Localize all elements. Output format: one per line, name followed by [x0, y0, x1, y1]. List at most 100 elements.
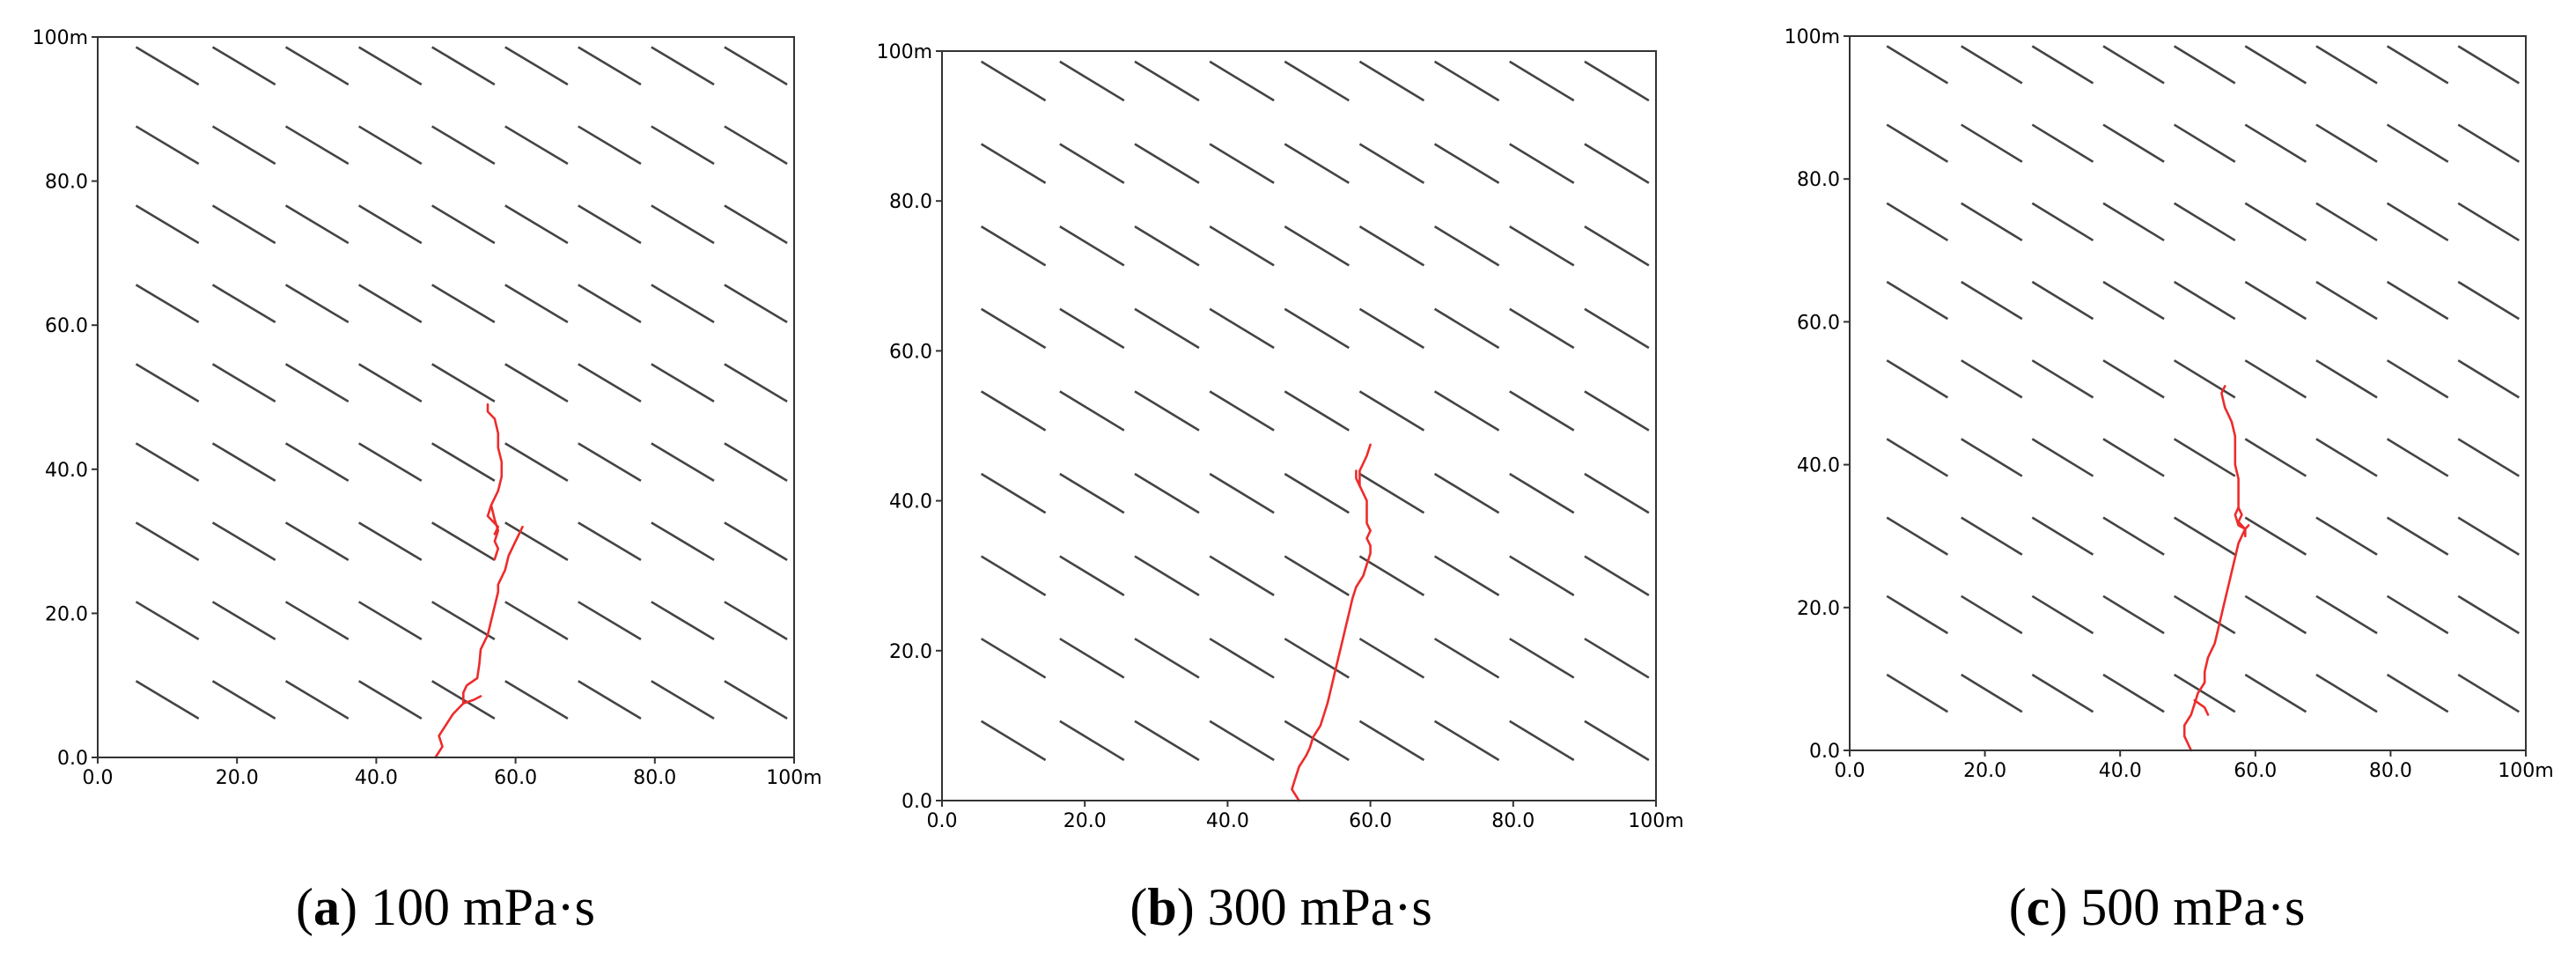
natural-fracture-c-4-8	[2457, 359, 2520, 399]
natural-fracture-a-2-6	[578, 204, 642, 245]
natural-fracture-a-4-1	[211, 363, 276, 403]
natural-fracture-c-1-3	[2102, 123, 2165, 163]
natural-fracture-b-8-8	[1584, 720, 1650, 762]
natural-fracture-c-0-1	[1961, 45, 2023, 85]
caption-a: (a) 100 mPa·s	[296, 878, 595, 936]
natural-fractures-c	[1886, 45, 2520, 713]
natural-fracture-a-1-4	[431, 125, 496, 166]
natural-fracture-b-3-2	[1134, 307, 1200, 350]
natural-fracture-a-6-1	[211, 521, 276, 561]
natural-fracture-c-2-3	[2102, 202, 2165, 242]
natural-fracture-a-4-8	[724, 363, 788, 403]
natural-fracture-b-0-7	[1509, 60, 1575, 102]
natural-fracture-c-8-7	[2386, 673, 2449, 713]
natural-fracture-b-8-2	[1134, 720, 1200, 762]
natural-fracture-c-1-1	[1961, 123, 2023, 163]
natural-fracture-b-2-4	[1284, 225, 1350, 267]
natural-fracture-a-6-2	[284, 521, 350, 561]
natural-fracture-c-7-2	[2031, 594, 2094, 635]
natural-fracture-b-6-4	[1284, 555, 1350, 596]
natural-fracture-c-6-6	[2315, 516, 2378, 556]
natural-fracture-c-4-5	[2244, 359, 2307, 399]
fracture-path-b	[1291, 443, 1372, 802]
natural-fracture-b-3-7	[1509, 307, 1575, 350]
natural-fracture-c-3-4	[2173, 280, 2236, 321]
natural-fracture-c-1-5	[2244, 123, 2307, 163]
hydraulic-fracture-a-0	[434, 525, 524, 759]
natural-fracture-a-3-4	[431, 284, 496, 324]
natural-fracture-c-2-7	[2386, 202, 2449, 242]
x-tick-label-a-5: 100m	[766, 767, 821, 789]
natural-fracture-c-2-0	[1886, 202, 1949, 242]
natural-fracture-a-8-8	[724, 680, 788, 720]
natural-fracture-a-7-8	[724, 601, 788, 640]
x-tick-label-c-5: 100m	[2498, 760, 2553, 782]
y-tick-label-b-1: 20.0	[889, 641, 932, 663]
natural-fracture-b-7-5	[1358, 638, 1425, 679]
x-ticks-c: 0.0 20.0 40.0 60.0 80.0 100m	[1835, 750, 2554, 782]
natural-fracture-b-6-0	[980, 555, 1047, 596]
natural-fracture-c-2-5	[2244, 202, 2307, 242]
natural-fracture-a-7-2	[284, 601, 350, 640]
natural-fracture-b-2-1	[1059, 225, 1125, 267]
natural-fracture-c-3-0	[1886, 280, 1949, 321]
natural-fracture-c-3-7	[2386, 280, 2449, 321]
natural-fracture-b-5-0	[980, 472, 1047, 514]
natural-fracture-a-7-7	[651, 601, 715, 640]
natural-fracture-b-2-7	[1509, 225, 1575, 267]
natural-fracture-a-1-3	[357, 125, 423, 166]
y-tick-label-a-4: 80.0	[45, 172, 88, 194]
natural-fracture-a-5-3	[357, 442, 423, 483]
panel-c: 0.0 20.0 40.0 60.0 80.0 100m 0.0 20.0 40.0 60.0 8…	[1785, 26, 2554, 782]
natural-fracture-b-0-2	[1134, 60, 1200, 102]
natural-fracture-a-1-6	[578, 125, 642, 166]
natural-fracture-b-5-6	[1433, 472, 1500, 514]
natural-fracture-c-3-3	[2102, 280, 2165, 321]
y-tick-label-a-2: 40.0	[45, 460, 88, 482]
natural-fracture-a-0-1	[211, 46, 276, 86]
natural-fracture-a-6-7	[651, 521, 715, 561]
natural-fracture-a-3-0	[135, 284, 200, 324]
natural-fracture-b-1-8	[1584, 143, 1650, 184]
natural-fracture-c-7-7	[2386, 594, 2449, 635]
y-tick-label-b-4: 80.0	[889, 191, 932, 213]
natural-fracture-b-8-6	[1433, 720, 1500, 762]
natural-fracture-a-4-5	[504, 363, 569, 403]
natural-fracture-b-4-6	[1433, 390, 1500, 432]
natural-fracture-b-3-0	[980, 307, 1047, 350]
natural-fractures-a	[135, 46, 788, 720]
hydraulic-fracture-a-1	[486, 402, 504, 561]
natural-fracture-b-3-5	[1358, 307, 1425, 350]
natural-fracture-c-8-1	[1961, 673, 2023, 713]
natural-fracture-c-7-6	[2315, 594, 2378, 635]
natural-fracture-c-4-0	[1886, 359, 1949, 399]
plot-frame-b	[941, 50, 1657, 801]
natural-fracture-b-6-6	[1433, 555, 1500, 596]
natural-fracture-a-5-8	[724, 442, 788, 483]
natural-fracture-a-1-0	[135, 125, 200, 166]
natural-fracture-c-5-2	[2031, 438, 2094, 477]
natural-fracture-c-0-8	[2457, 45, 2520, 85]
natural-fracture-b-5-1	[1059, 472, 1125, 514]
natural-fracture-b-3-6	[1433, 307, 1500, 350]
natural-fracture-b-0-6	[1433, 60, 1500, 102]
natural-fracture-c-5-6	[2315, 438, 2378, 477]
natural-fracture-b-5-2	[1134, 472, 1200, 514]
natural-fracture-a-2-3	[357, 204, 423, 245]
natural-fracture-b-5-8	[1584, 472, 1650, 514]
natural-fracture-b-8-7	[1509, 720, 1575, 762]
natural-fracture-b-5-5	[1358, 472, 1425, 514]
natural-fracture-c-6-8	[2457, 516, 2520, 556]
natural-fracture-b-0-0	[980, 60, 1047, 102]
x-tick-label-c-1: 20.0	[1963, 760, 2006, 782]
natural-fracture-b-1-3	[1209, 143, 1275, 184]
y-tick-label-a-0: 0.0	[57, 748, 88, 770]
natural-fracture-a-8-3	[357, 680, 423, 720]
natural-fracture-a-0-6	[578, 46, 642, 86]
x-tick-label-b-2: 40.0	[1206, 810, 1249, 832]
natural-fracture-b-8-0	[980, 720, 1047, 762]
natural-fracture-c-1-0	[1886, 123, 1949, 163]
natural-fracture-c-2-4	[2173, 202, 2236, 242]
x-ticks-b: 0.0 20.0 40.0 60.0 80.0 100m	[927, 801, 1684, 832]
